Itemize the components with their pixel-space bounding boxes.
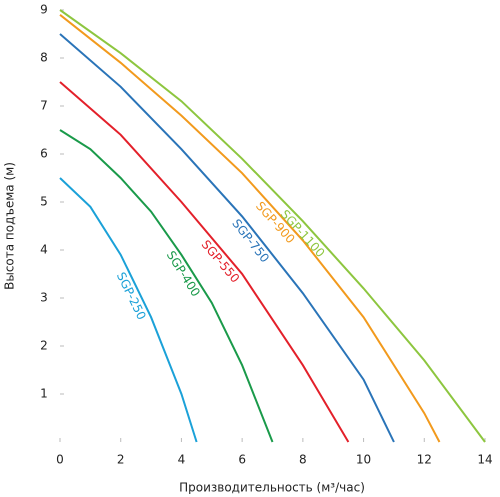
curve: [59, 81, 350, 443]
y-tick-label: 7: [40, 99, 48, 113]
y-tick-label: 2: [40, 339, 48, 353]
y-tick-label: 5: [40, 195, 48, 209]
series-label: SGP-550: [199, 237, 243, 285]
curve: [59, 9, 486, 443]
x-tick-label: 2: [117, 453, 125, 467]
x-tick-label: 4: [178, 453, 186, 467]
x-axis-label: Производительность (м³/час): [179, 481, 365, 495]
x-tick-label: 8: [299, 453, 307, 467]
y-tick-label: 4: [40, 243, 48, 257]
series-label: SGP-750: [229, 216, 272, 265]
y-tick-label: 8: [40, 51, 48, 65]
x-tick-label: 12: [417, 453, 432, 467]
y-axis-label: Высота подъема (м): [3, 162, 17, 290]
curve: [59, 177, 198, 443]
y-tick-label: 1: [40, 387, 48, 401]
y-tick-label: 3: [40, 291, 48, 305]
y-tick-label: 6: [40, 147, 48, 161]
x-tick-label: 10: [356, 453, 371, 467]
y-tick-label: 9: [40, 3, 48, 17]
curve: [59, 33, 395, 443]
x-tick-label: 14: [477, 453, 492, 467]
x-tick-label: 0: [56, 453, 64, 467]
x-tick-label: 6: [238, 453, 246, 467]
series-label: SGP-250: [114, 270, 149, 322]
curve: [59, 14, 441, 443]
curve: [59, 129, 274, 443]
